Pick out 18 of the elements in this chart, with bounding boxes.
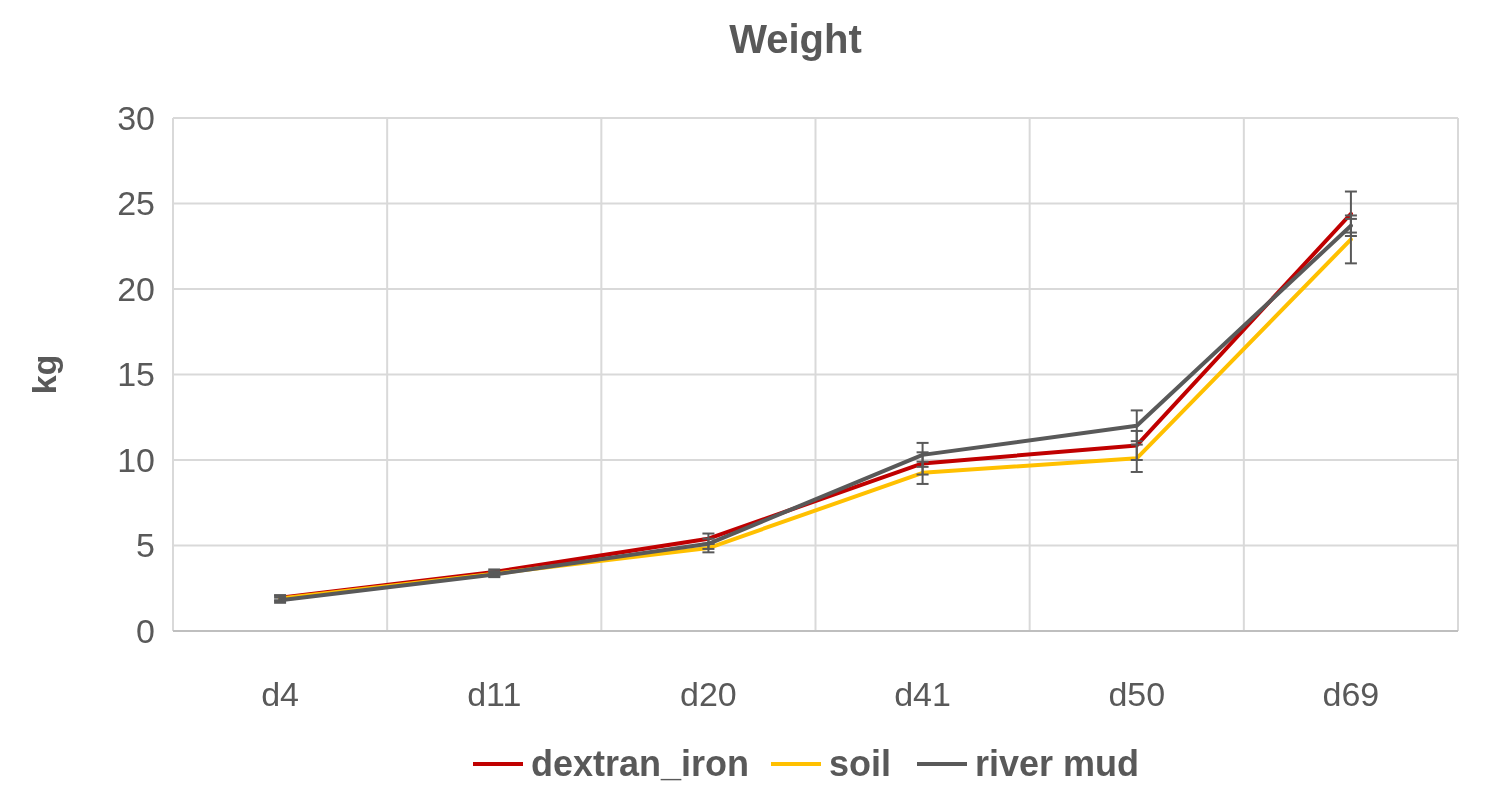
y-tick-label: 30: [117, 98, 155, 137]
x-tick-label: d4: [261, 675, 299, 713]
y-axis-title: kg: [25, 354, 63, 395]
chart-title: Weight: [729, 17, 862, 61]
y-tick-label: 10: [117, 440, 155, 479]
y-tick-label: 5: [136, 526, 155, 565]
x-tick-label: d41: [894, 675, 951, 713]
y-tick-label: 15: [117, 355, 155, 394]
y-tick-label: 25: [117, 184, 155, 223]
x-tick-label: d50: [1108, 675, 1166, 713]
legend-label: soil: [829, 743, 892, 784]
y-tick-label: 0: [136, 611, 155, 650]
x-tick-label: d11: [467, 675, 522, 713]
x-tick-label: d20: [680, 675, 737, 713]
y-tick-label: 20: [117, 269, 155, 308]
legend-label: river mud: [975, 743, 1140, 784]
legend-label: dextran_iron: [531, 743, 750, 784]
x-tick-label: d69: [1322, 675, 1380, 713]
